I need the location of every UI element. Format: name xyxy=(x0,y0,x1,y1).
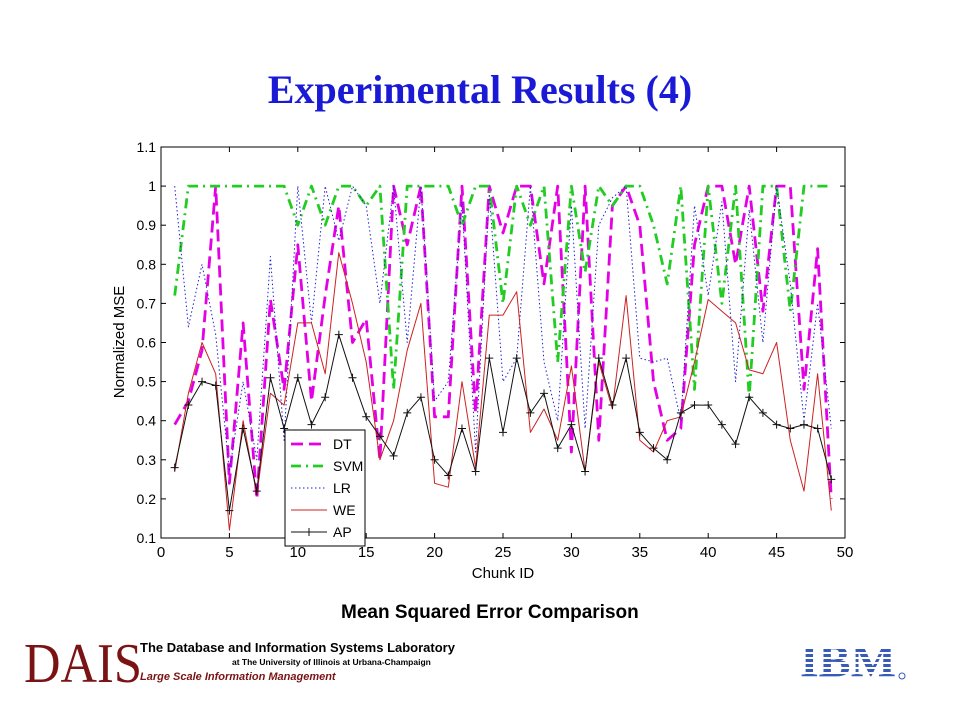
data-point-ap xyxy=(717,420,726,429)
data-point-ap xyxy=(731,440,740,449)
data-point-ap xyxy=(430,455,439,464)
data-point-ap xyxy=(622,354,631,363)
legend-box xyxy=(284,429,366,547)
data-point-ap xyxy=(457,424,466,433)
data-point-ap xyxy=(184,401,193,410)
y-tick-label: 1.1 xyxy=(137,139,157,155)
svg-text:DAIS: DAIS xyxy=(24,636,142,688)
data-point-ap xyxy=(786,424,795,433)
data-point-ap xyxy=(512,354,521,363)
data-point-ap xyxy=(225,506,234,515)
data-point-ap xyxy=(772,420,781,429)
x-tick-label: 10 xyxy=(289,544,306,561)
data-point-ap xyxy=(266,373,275,382)
data-point-ap xyxy=(198,377,207,386)
data-point-ap xyxy=(540,389,549,398)
data-point-ap xyxy=(649,444,658,453)
series-line-dt xyxy=(173,184,833,501)
legend-label-ap: AP xyxy=(333,524,352,540)
y-tick-label: 0.7 xyxy=(137,295,157,311)
slide-title: Experimental Results (4) xyxy=(267,67,693,112)
y-tick-label: 0.1 xyxy=(137,530,157,546)
data-point-ap xyxy=(348,373,357,382)
data-point-ap xyxy=(635,428,644,437)
x-tick-label: 0 xyxy=(157,544,165,561)
data-point-ap xyxy=(252,487,261,496)
data-point-ap xyxy=(362,412,371,421)
data-point-ap xyxy=(307,420,316,429)
dais-subtitle: Large Scale Information Management xyxy=(140,671,336,683)
series-line-we xyxy=(174,252,832,531)
y-tick-label: 0.5 xyxy=(137,374,157,390)
x-tick-label: 30 xyxy=(563,544,580,561)
data-point-ap xyxy=(663,455,672,464)
data-point-ap xyxy=(799,420,808,429)
data-point-ap xyxy=(581,467,590,476)
data-point-ap xyxy=(553,444,562,453)
data-point-ap xyxy=(499,428,507,437)
tick-layer: 0 5 10 15 20 25 30 35 40 45 50 0.1 0.2 0.3 0.4 0.5 0.6 0.… xyxy=(137,139,854,561)
legend-label-we: WE xyxy=(333,502,356,518)
x-tick-label: 5 xyxy=(225,544,233,561)
x-tick-label: 35 xyxy=(631,544,648,561)
data-point-ap xyxy=(608,401,617,410)
legend-label-svm: SVM xyxy=(333,458,363,474)
y-axis-label: Normalized MSE xyxy=(111,286,128,399)
data-point-ap xyxy=(690,401,699,410)
data-point-ap xyxy=(704,401,713,410)
data-point-ap xyxy=(526,408,535,417)
data-point-ap xyxy=(594,354,603,363)
series-line-svm xyxy=(173,184,832,399)
y-tick-label: 0.8 xyxy=(137,256,157,272)
data-point-ap xyxy=(403,408,412,417)
y-tick-label: 0.2 xyxy=(137,491,157,507)
x-tick-label: 50 xyxy=(837,544,854,561)
data-point-ap xyxy=(375,432,384,441)
x-tick-label: 40 xyxy=(700,544,717,561)
y-tick-label: 0.4 xyxy=(137,413,157,429)
x-tick-label: 25 xyxy=(495,544,512,561)
y-tick-label: 0.9 xyxy=(137,217,157,233)
x-tick-label: 45 xyxy=(768,544,785,561)
data-point-ap xyxy=(389,451,398,460)
x-tick-label: 15 xyxy=(358,544,375,561)
data-point-ap xyxy=(170,463,179,472)
y-tick-label: 0.6 xyxy=(137,335,157,351)
data-point-ap xyxy=(321,393,330,402)
dais-university: at The University of Illinois at Urbana-… xyxy=(232,657,431,667)
y-tick-label: 0.3 xyxy=(137,452,157,468)
data-point-ap xyxy=(471,467,480,476)
data-point-ap xyxy=(567,420,576,429)
data-point-ap xyxy=(444,471,453,480)
data-point-ap xyxy=(758,408,767,417)
data-point-ap xyxy=(334,330,343,339)
data-point-ap xyxy=(813,424,822,433)
dais-logo: DAIS xyxy=(24,636,142,688)
legend-label-dt: DT xyxy=(333,436,352,452)
data-point-ap xyxy=(745,393,754,402)
data-point-ap xyxy=(827,475,836,484)
data-point-ap xyxy=(676,408,685,417)
x-axis-label: Chunk ID xyxy=(472,565,535,582)
data-point-ap xyxy=(280,424,289,433)
data-point-ap xyxy=(293,373,302,382)
data-point-ap xyxy=(485,354,494,363)
series-line-lr xyxy=(174,185,832,472)
chart-caption: Mean Squared Error Comparison xyxy=(341,602,639,623)
x-tick-label: 20 xyxy=(426,544,443,561)
plot-area xyxy=(160,146,846,539)
legend-marker-ap xyxy=(305,528,313,536)
y-tick-label: 1 xyxy=(148,178,156,194)
svg-text:IBM: IBM xyxy=(800,638,896,684)
legend: DT SVM LR WE AP xyxy=(284,429,366,547)
data-point-ap xyxy=(416,393,425,402)
dais-lab-name: The Database and Information Systems Lab… xyxy=(140,640,455,655)
ibm-logo: IBM xyxy=(798,638,906,684)
legend-label-lr: LR xyxy=(333,480,351,496)
series-layer xyxy=(170,184,836,531)
data-point-ap xyxy=(239,424,248,433)
data-point-ap xyxy=(211,381,220,390)
